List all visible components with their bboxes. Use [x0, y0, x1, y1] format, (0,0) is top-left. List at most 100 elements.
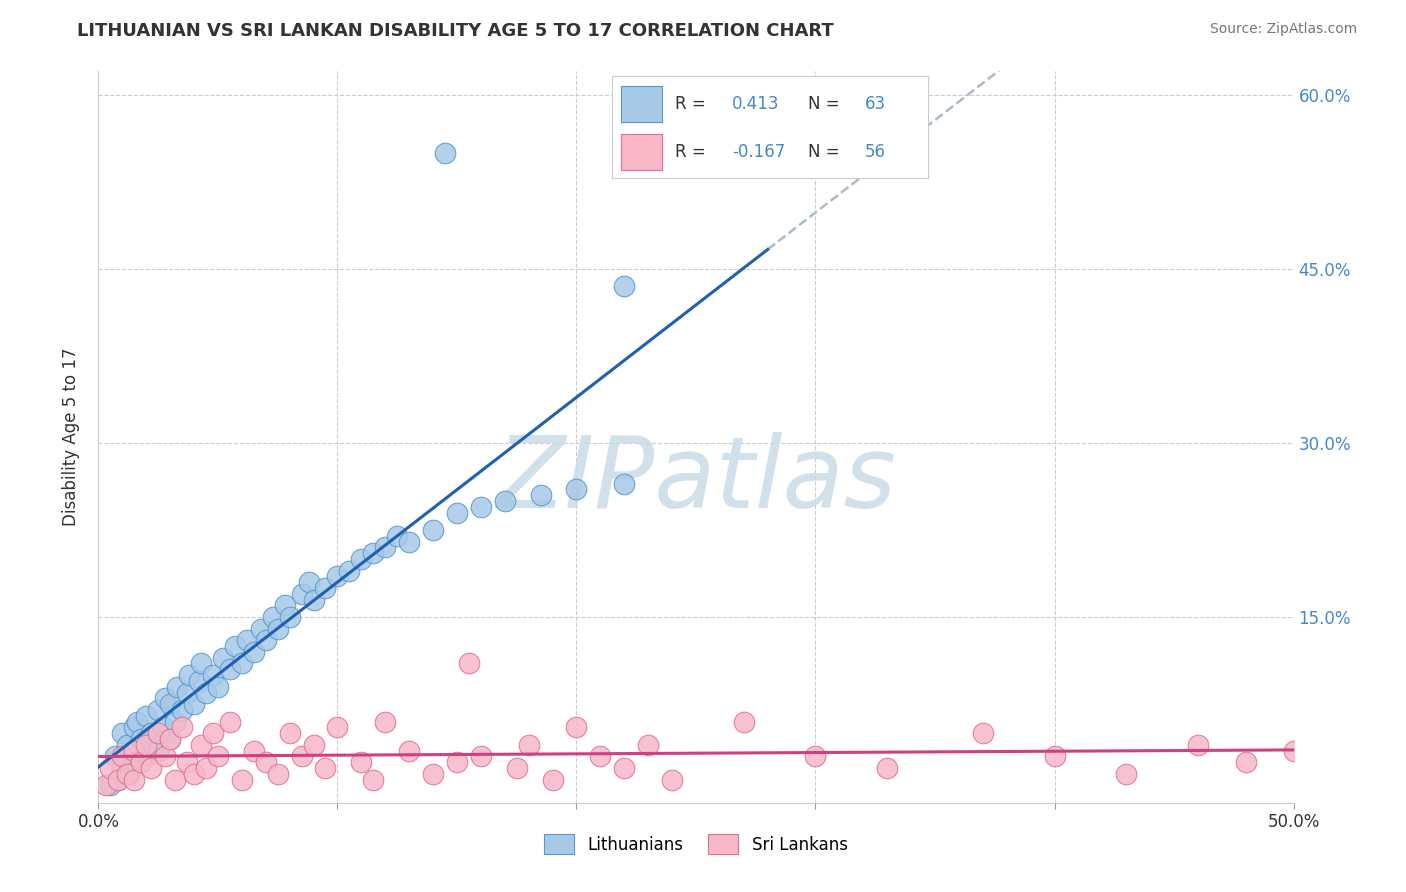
Point: [125, 714, 148, 729]
Point: [195, 761, 218, 775]
Point: [385, 529, 409, 543]
Point: [163, 714, 186, 729]
Point: [159, 731, 181, 746]
Point: [1043, 749, 1066, 764]
Text: -0.167: -0.167: [731, 143, 785, 161]
Point: [152, 720, 174, 734]
Point: [124, 755, 146, 769]
Point: [148, 703, 170, 717]
Text: Source: ZipAtlas.com: Source: ZipAtlas.com: [1209, 22, 1357, 37]
Point: [166, 680, 188, 694]
Point: [565, 720, 588, 734]
Point: [98, 761, 122, 775]
Point: [972, 726, 994, 740]
Legend: Lithuanians, Sri Lankans: Lithuanians, Sri Lankans: [537, 828, 855, 860]
Point: [124, 720, 146, 734]
Point: [254, 755, 277, 769]
Point: [446, 755, 468, 769]
Point: [172, 720, 194, 734]
Point: [291, 587, 314, 601]
Point: [398, 743, 420, 757]
Point: [176, 685, 198, 699]
Point: [434, 145, 457, 160]
Point: [155, 691, 177, 706]
Point: [315, 761, 337, 775]
Point: [94, 778, 117, 792]
Text: 0.413: 0.413: [731, 95, 779, 112]
Point: [107, 772, 129, 787]
Point: [118, 766, 141, 780]
FancyBboxPatch shape: [621, 135, 662, 170]
Point: [326, 569, 349, 583]
Point: [1187, 738, 1209, 752]
Point: [98, 778, 122, 792]
Point: [298, 575, 321, 590]
Point: [231, 657, 253, 671]
Point: [190, 657, 212, 671]
Point: [589, 749, 612, 764]
Point: [278, 610, 301, 624]
Point: [207, 680, 229, 694]
Point: [107, 772, 129, 787]
Point: [172, 703, 194, 717]
Point: [326, 720, 349, 734]
Point: [202, 668, 225, 682]
Point: [1234, 755, 1257, 769]
Text: LITHUANIAN VS SRI LANKAN DISABILITY AGE 5 TO 17 CORRELATION CHART: LITHUANIAN VS SRI LANKAN DISABILITY AGE …: [77, 22, 834, 40]
Point: [139, 761, 162, 775]
Point: [804, 749, 827, 764]
Text: 63: 63: [865, 95, 886, 112]
Point: [517, 738, 540, 752]
Point: [139, 726, 162, 740]
Text: R =: R =: [675, 95, 711, 112]
Point: [183, 697, 205, 711]
Point: [458, 657, 481, 671]
Text: N =: N =: [808, 143, 845, 161]
Point: [124, 772, 146, 787]
Point: [202, 726, 225, 740]
Point: [565, 483, 588, 497]
Point: [494, 494, 516, 508]
Text: ZIPatlas: ZIPatlas: [496, 433, 896, 530]
Point: [207, 749, 229, 764]
Point: [148, 743, 170, 757]
Point: [211, 650, 233, 665]
Point: [231, 772, 253, 787]
Point: [733, 714, 755, 729]
Point: [179, 668, 201, 682]
Point: [115, 738, 138, 752]
Point: [876, 761, 898, 775]
Point: [267, 766, 290, 780]
Point: [159, 731, 181, 746]
Point: [163, 772, 186, 787]
Point: [315, 581, 337, 595]
Point: [135, 738, 157, 752]
Point: [187, 673, 209, 688]
Point: [219, 714, 242, 729]
Point: [291, 749, 314, 764]
Point: [135, 749, 157, 764]
Point: [541, 772, 564, 787]
Text: R =: R =: [675, 143, 711, 161]
Point: [506, 761, 529, 775]
Point: [219, 662, 242, 676]
Point: [374, 714, 396, 729]
Point: [262, 610, 284, 624]
Point: [613, 476, 636, 491]
Point: [613, 761, 636, 775]
Point: [104, 749, 127, 764]
Point: [274, 599, 297, 613]
Point: [1282, 743, 1305, 757]
FancyBboxPatch shape: [621, 87, 662, 122]
Point: [124, 743, 146, 757]
Point: [446, 506, 468, 520]
Point: [224, 639, 246, 653]
Point: [470, 749, 492, 764]
Point: [302, 738, 325, 752]
Point: [243, 743, 266, 757]
Point: [363, 546, 385, 560]
Point: [302, 592, 325, 607]
Point: [111, 726, 134, 740]
Point: [637, 738, 659, 752]
Point: [254, 633, 277, 648]
